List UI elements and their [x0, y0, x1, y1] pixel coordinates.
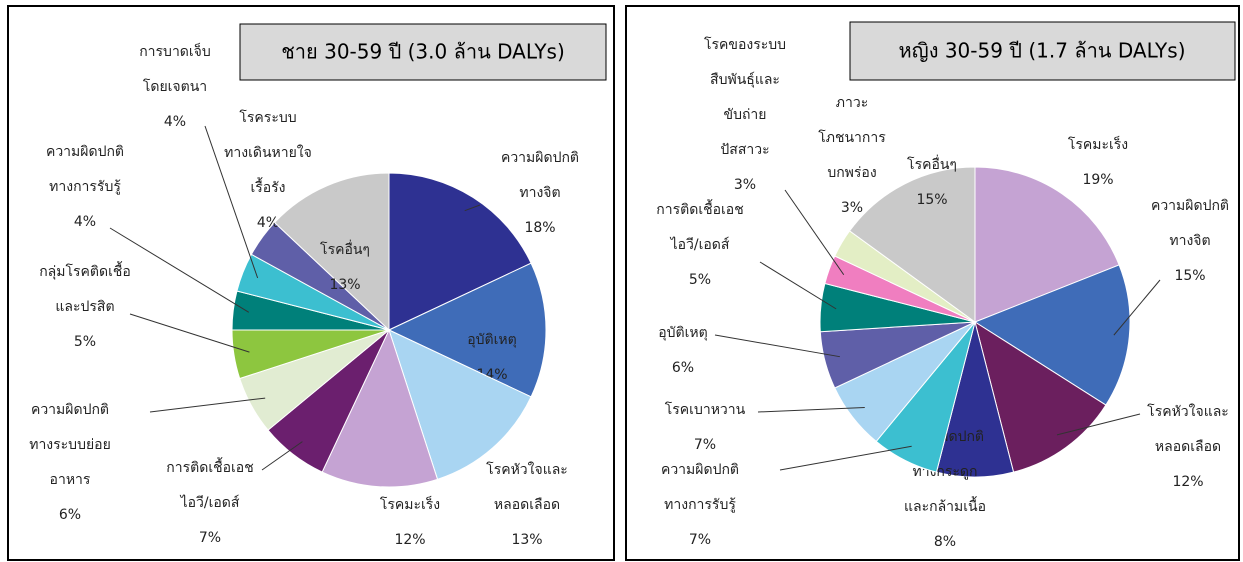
leader-line — [129, 313, 250, 353]
slice-label: ภาวะ — [836, 95, 868, 111]
slice-label: โรคอื่นๆ — [907, 155, 957, 173]
pie-slice — [387, 262, 547, 398]
slice-label: และปรสิต — [55, 299, 114, 315]
pie-slice — [974, 320, 1107, 473]
pie-slice — [973, 264, 1131, 406]
slice-label: โดยเจตนา — [143, 78, 207, 95]
slice-label: ความผิดปกติ — [1151, 198, 1229, 214]
leader-line — [204, 125, 259, 279]
leader-line — [149, 397, 266, 413]
slice-label: โรคของระบบ — [704, 36, 786, 53]
value-label: 6% — [59, 507, 81, 523]
slice-label: ความผิดปกติ — [31, 402, 109, 418]
slice-label: โรคอื่นๆ — [320, 240, 370, 258]
value-label: 5% — [689, 272, 711, 288]
value-label: 8% — [934, 534, 956, 550]
value-label: 7% — [694, 437, 716, 453]
slice-label: ทางเดินหายใจ — [224, 144, 312, 161]
value-label: 13% — [329, 277, 360, 293]
slice-label: โรคระบบ — [239, 109, 296, 126]
value-label: 12% — [1172, 474, 1203, 490]
pie-slice — [321, 328, 439, 488]
slice-label: โรคมะเร็ง — [1068, 135, 1128, 153]
value-label: 7% — [199, 530, 221, 546]
slice-label: โรคเบาหวาน — [665, 401, 746, 418]
slice-label: ความผิดปกติ — [46, 144, 124, 160]
leader-line — [1113, 279, 1161, 336]
panel-frame — [625, 5, 1240, 561]
slice-label: สืบพันธุ์และ — [710, 71, 780, 88]
slice-label: การบาดเจ็บ — [139, 42, 211, 60]
leader-line — [779, 445, 912, 471]
slice-label: ขับถ่าย — [724, 107, 767, 123]
slice-label: อุบัติเหตุ — [658, 325, 708, 341]
slice-label: ทางการรับรู้ — [664, 497, 736, 513]
value-label: 12% — [394, 532, 425, 548]
slice-label: ทางจิต — [519, 185, 560, 201]
value-label: 15% — [916, 192, 947, 208]
slice-label: ไอวี/เอดส์ — [180, 494, 240, 511]
pie-slice — [848, 166, 976, 323]
leader-line — [261, 441, 303, 471]
slice-label: ไอวี/เอดส์ — [670, 236, 730, 253]
leader-line — [464, 204, 481, 212]
leader-line — [759, 261, 837, 310]
value-label: 5% — [74, 334, 96, 350]
leader-line — [757, 407, 865, 413]
value-label: 3% — [734, 177, 756, 193]
pie-slice — [974, 166, 1120, 323]
slice-label: ความผิดปกติ — [501, 150, 579, 166]
slice-label: การติดเชื้อเอช — [656, 199, 743, 218]
value-label: 18% — [524, 220, 555, 236]
slice-label: หลอดเลือด — [494, 497, 560, 513]
slice-label: ทางการรับรู้ — [49, 179, 121, 195]
pie-slice — [273, 172, 390, 332]
slice-label: บกพร่อง — [827, 165, 876, 181]
value-label: 4% — [164, 114, 186, 130]
leader-line — [714, 334, 840, 358]
title-box — [849, 21, 1236, 81]
pie-slice — [388, 172, 532, 331]
slice-label: อุบัติเหตุ — [467, 332, 517, 348]
slice-label: ปัสสาวะ — [720, 142, 769, 158]
leader-line — [1056, 413, 1141, 436]
chart-title: ชาย 30-59 ปี (3.0 ล้าน DALYs) — [281, 40, 565, 64]
value-label: 4% — [74, 214, 96, 230]
value-label: 3% — [841, 200, 863, 216]
value-label: 7% — [689, 532, 711, 548]
leader-line — [109, 227, 250, 313]
slice-label: กลุ่มโรคติดเชื้อ — [39, 261, 131, 280]
slice-label: หลอดเลือด — [1155, 439, 1221, 455]
slice-label: ทางจิต — [1169, 233, 1210, 249]
slice-label: ทางระบบย่อย — [29, 437, 111, 453]
value-label: 6% — [672, 360, 694, 376]
slice-label: โรคหัวใจและ — [1147, 403, 1229, 420]
slice-label: โภชนาการ — [818, 129, 886, 146]
pie-slice — [388, 329, 532, 480]
slice-label: โรคหัวใจและ — [486, 461, 568, 478]
slice-label: การติดเชื้อเอช — [166, 457, 253, 476]
value-label: 15% — [1174, 268, 1205, 284]
title-box — [239, 23, 607, 81]
value-label: 4% — [257, 215, 279, 231]
slice-label: ความผิดปกติ — [661, 462, 739, 478]
chart-title: หญิง 30-59 ปี (1.7 ล้าน DALYs) — [898, 39, 1185, 63]
slice-label: โรคมะเร็ง — [380, 495, 440, 513]
slice-label: อาหาร — [50, 472, 91, 488]
leader-line — [784, 189, 845, 276]
value-label: 13% — [511, 532, 542, 548]
value-label: 19% — [1082, 172, 1113, 188]
slice-label: และกล้ามเนื้อ — [904, 496, 986, 515]
panel-frame — [7, 5, 615, 561]
slice-label: เรื้อรัง — [250, 177, 285, 196]
